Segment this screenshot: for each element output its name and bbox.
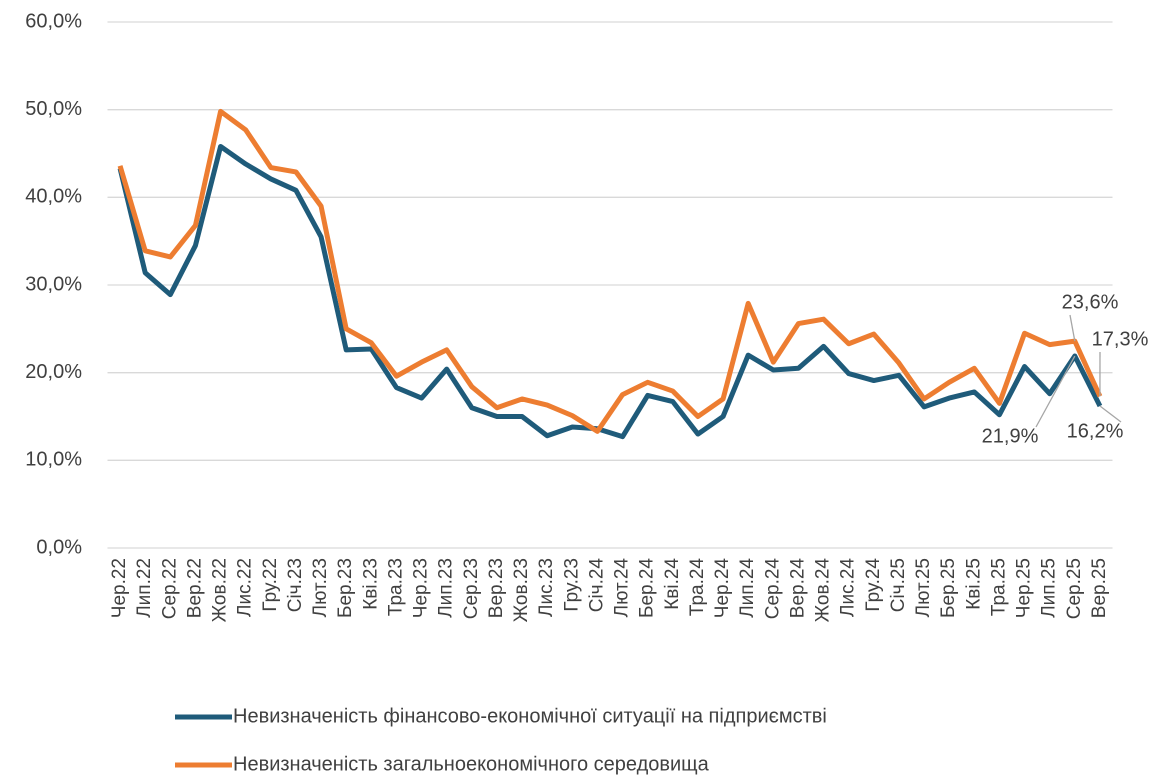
- x-tick-label: Гру.24: [863, 558, 884, 612]
- x-tick-label: Січ.23: [285, 558, 306, 612]
- x-tick-label: Лют.25: [913, 558, 934, 617]
- x-tick-label: Лис.22: [235, 558, 256, 617]
- y-tick-label: 60,0%: [25, 10, 82, 32]
- x-tick-label: Січ.25: [888, 558, 909, 612]
- x-tick-label: Кві.23: [360, 558, 381, 610]
- x-tick-label: Сер.23: [461, 558, 482, 619]
- x-tick-label: Тра.23: [385, 558, 406, 616]
- x-tick-label: Лип.24: [737, 558, 758, 618]
- x-tick-label: Січ.24: [586, 558, 607, 613]
- x-tick-label: Сер.24: [762, 558, 783, 620]
- data-label: 21,9%: [982, 425, 1039, 447]
- x-tick-label: Чер.23: [411, 558, 432, 618]
- x-tick-label: Бер.24: [637, 558, 658, 618]
- x-tick-label: Сер.22: [159, 558, 180, 619]
- x-tick-label: Лис.24: [838, 558, 859, 617]
- series-line: [117, 108, 1103, 434]
- x-tick-label: Жов.22: [210, 558, 231, 622]
- x-tick-label: Чер.25: [1014, 558, 1035, 618]
- x-tick-label: Жов.23: [511, 558, 532, 622]
- x-tick-label: Чер.24: [712, 558, 733, 619]
- series-line: [117, 143, 1103, 440]
- x-tick-label: Гру.22: [260, 558, 281, 612]
- x-tick-label: Тра.25: [988, 558, 1009, 616]
- y-tick-label: 20,0%: [25, 361, 82, 383]
- x-tick-label: Вер.23: [486, 558, 507, 618]
- y-tick-label: 0,0%: [36, 536, 82, 558]
- x-tick-label: Лип.23: [436, 558, 457, 618]
- data-label: 16,2%: [1067, 420, 1124, 442]
- x-tick-label: Вер.22: [184, 558, 205, 618]
- y-tick-label: 30,0%: [25, 273, 82, 295]
- x-tick-label: Сер.25: [1064, 558, 1085, 619]
- x-tick-label: Лип.25: [1039, 558, 1060, 618]
- x-tick-label: Бер.25: [938, 558, 959, 618]
- x-tick-label: Лют.24: [612, 558, 633, 618]
- x-tick-label: Гру.23: [561, 558, 582, 612]
- label-leader: [1069, 314, 1076, 342]
- x-tick-label: Лис.23: [536, 558, 557, 617]
- data-label: 17,3%: [1092, 328, 1149, 350]
- x-tick-label: Лип.22: [134, 558, 155, 618]
- x-tick-label: Жов.24: [813, 558, 834, 623]
- data-label: 23,6%: [1062, 291, 1119, 313]
- x-tick-label: Бер.23: [335, 558, 356, 618]
- label-leader: [1099, 405, 1122, 423]
- x-tick-label: Кві.24: [662, 558, 683, 610]
- y-tick-label: 50,0%: [25, 98, 82, 120]
- x-tick-label: Тра.24: [687, 558, 708, 617]
- x-tick-label: Чер.22: [109, 558, 130, 618]
- label-leader: [1035, 355, 1076, 428]
- x-tick-label: Кві.25: [963, 558, 984, 610]
- x-tick-label: Вер.25: [1089, 558, 1110, 618]
- x-tick-label: Лют.23: [310, 558, 331, 617]
- legend-label: Невизначеність загальноекономічного сере…: [233, 753, 710, 775]
- y-tick-label: 40,0%: [25, 186, 82, 208]
- y-tick-label: 10,0%: [25, 449, 82, 471]
- x-tick-label: Вер.24: [787, 558, 808, 619]
- legend-label: Невизначеність фінансово-економічної сит…: [233, 705, 827, 727]
